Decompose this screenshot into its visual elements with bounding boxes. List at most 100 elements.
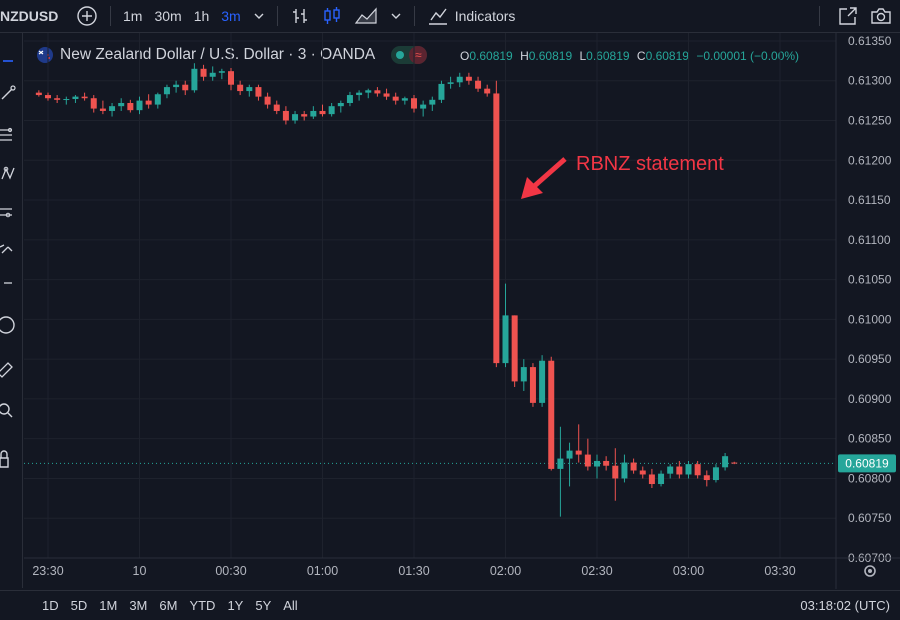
candle-body[interactable] (365, 90, 372, 93)
candle-body[interactable] (722, 456, 729, 468)
candle-body[interactable] (182, 84, 189, 91)
ruler-icon[interactable] (0, 359, 20, 379)
candle-body[interactable] (310, 110, 317, 117)
fullscreen-icon[interactable] (838, 6, 858, 26)
candle-body[interactable] (99, 108, 106, 111)
candle-body[interactable] (594, 460, 600, 467)
candle-body[interactable] (191, 68, 198, 91)
candle-body[interactable] (667, 466, 674, 474)
candle-body[interactable] (557, 458, 564, 469)
candle-body[interactable] (145, 100, 152, 105)
candle-body[interactable] (603, 460, 610, 466)
candle-body[interactable] (292, 114, 299, 121)
candle-body[interactable] (694, 464, 701, 476)
candle-body[interactable] (54, 98, 61, 100)
range-all-button[interactable]: All (283, 598, 298, 613)
candle-body[interactable] (154, 94, 161, 105)
candle-body[interactable] (35, 92, 42, 96)
candle-body[interactable] (520, 367, 527, 382)
candle-body[interactable] (685, 464, 692, 475)
candle-body[interactable] (420, 104, 427, 109)
range-ytd-button[interactable]: YTD (189, 598, 216, 613)
candle-body[interactable] (346, 95, 353, 103)
candle-body[interactable] (630, 462, 637, 471)
candle-body[interactable] (173, 84, 180, 88)
lock-icon[interactable] (0, 449, 20, 469)
candle-body[interactable] (621, 462, 628, 479)
candle-body[interactable] (639, 470, 646, 475)
candle-body[interactable] (475, 80, 482, 89)
price-chart[interactable]: 0.61350 0.61300 0.61250 0.61200 0.61150 0.611… (0, 33, 900, 589)
candle-body[interactable] (392, 96, 399, 101)
range-1m-button[interactable]: 1M (99, 598, 118, 613)
candle-body[interactable] (282, 110, 289, 121)
range-1y-button[interactable]: 1Y (227, 598, 244, 613)
candle-body[interactable] (703, 475, 710, 481)
interval-30m-button[interactable]: 30m (154, 8, 182, 24)
candle-body[interactable] (337, 103, 344, 107)
candles-icon[interactable] (322, 6, 342, 26)
candle-body[interactable] (465, 76, 472, 81)
emoji-icon[interactable] (0, 315, 20, 335)
symbol-search[interactable]: NZDUSD (0, 8, 59, 24)
candle-body[interactable] (438, 83, 445, 100)
candle-body[interactable] (273, 104, 280, 111)
candle-body[interactable] (136, 100, 143, 111)
candle-body[interactable] (712, 467, 719, 481)
candle-body[interactable] (228, 71, 234, 85)
candle-body[interactable] (209, 72, 216, 77)
candle-body[interactable] (566, 450, 573, 459)
candle-body[interactable] (301, 114, 308, 117)
candle-body[interactable] (218, 71, 225, 73)
candle-body[interactable] (584, 454, 591, 467)
interval-3m-button[interactable]: 3m (221, 8, 241, 24)
candle-body[interactable] (45, 95, 51, 99)
candle-body[interactable] (237, 84, 244, 92)
candle-body[interactable] (328, 106, 335, 115)
candle-body[interactable] (374, 90, 381, 94)
candle-body[interactable] (109, 106, 116, 111)
brush-icon[interactable] (0, 239, 20, 259)
chevron-down-icon[interactable] (253, 10, 265, 22)
range-5d-button[interactable]: 5D (70, 598, 88, 613)
candle-body[interactable] (200, 68, 207, 77)
chevron-down-icon[interactable] (390, 10, 402, 22)
interval-1m-button[interactable]: 1m (123, 8, 143, 24)
candle-body[interactable] (658, 473, 665, 485)
candle-body[interactable] (575, 450, 582, 455)
candle-body[interactable] (447, 82, 454, 84)
candle-body[interactable] (264, 96, 271, 105)
candle-body[interactable] (255, 87, 262, 97)
candle-body[interactable] (529, 367, 536, 403)
candle-body[interactable] (612, 465, 619, 479)
utc-clock[interactable]: 03:18:02 (UTC) (800, 598, 890, 613)
candle-body[interactable] (63, 99, 70, 101)
candle-body[interactable] (163, 87, 170, 95)
camera-icon[interactable] (870, 6, 892, 26)
candle-body[interactable] (319, 110, 326, 115)
range-5y-button[interactable]: 5Y (255, 598, 272, 613)
settings-gear-icon[interactable] (864, 565, 876, 577)
candle-body[interactable] (676, 466, 683, 475)
text-tool-icon[interactable] (0, 273, 20, 293)
candle-body[interactable] (411, 98, 417, 109)
prediction-icon[interactable] (0, 203, 20, 223)
candle-body[interactable] (548, 360, 555, 469)
range-1d-button[interactable]: 1D (42, 598, 59, 613)
candle-body[interactable] (356, 92, 363, 96)
range-3m-button[interactable]: 3M (129, 598, 148, 613)
candle-body[interactable] (648, 474, 655, 485)
interval-1h-button[interactable]: 1h (193, 8, 210, 24)
zoom-icon[interactable] (0, 401, 20, 421)
candle-body[interactable] (383, 93, 390, 97)
fib-retracement-icon[interactable] (0, 125, 20, 145)
range-6m-button[interactable]: 6M (159, 598, 178, 613)
candle-body[interactable] (493, 93, 500, 364)
trend-line-icon[interactable] (0, 83, 20, 103)
bar-chart-icon[interactable] (290, 6, 310, 26)
area-chart-icon[interactable] (354, 6, 378, 26)
candle-body[interactable] (90, 98, 97, 109)
candle-body[interactable] (731, 462, 738, 464)
compare-add-icon[interactable] (76, 5, 98, 27)
candle-body[interactable] (127, 103, 134, 111)
